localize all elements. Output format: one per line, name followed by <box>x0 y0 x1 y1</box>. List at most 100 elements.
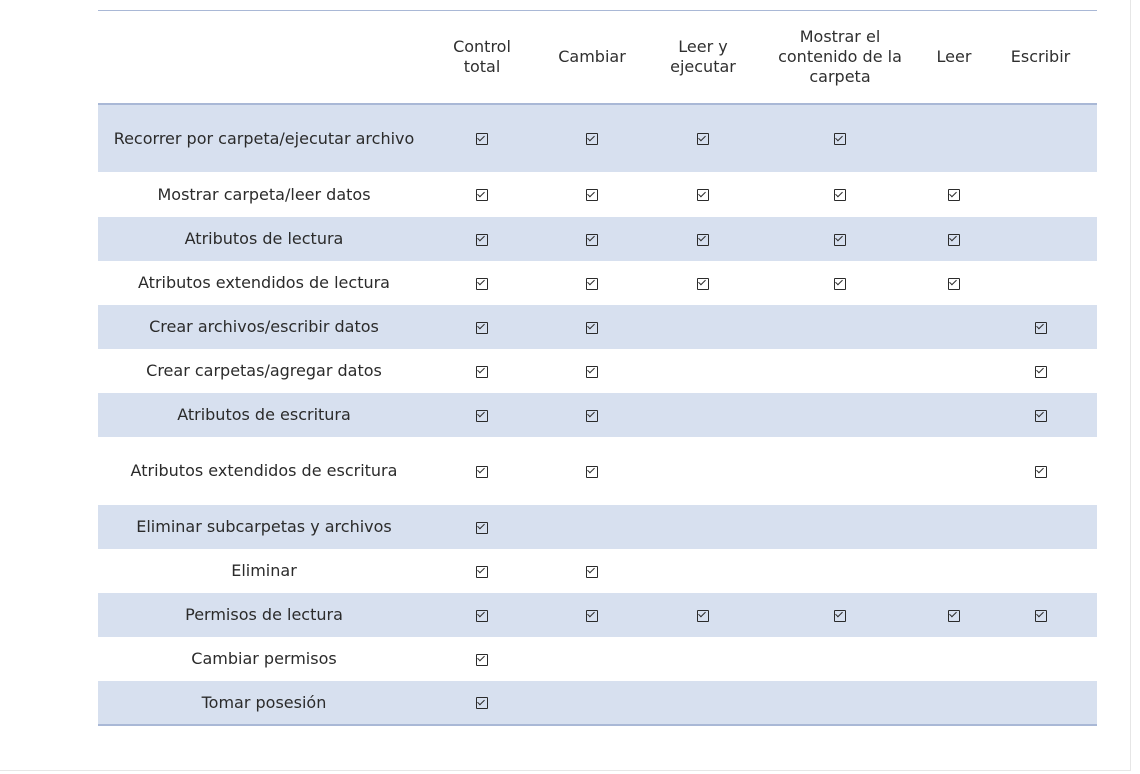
table-row: Atributos extendidos de lectura <box>98 261 1097 305</box>
table-row: Atributos de lectura <box>98 217 1097 261</box>
permission-cell <box>430 593 534 637</box>
table-row: Crear carpetas/agregar datos <box>98 349 1097 393</box>
permission-cell <box>756 172 924 217</box>
permission-cell <box>650 393 756 437</box>
permission-cell <box>534 681 650 726</box>
table-row: Eliminar <box>98 549 1097 593</box>
checked-box-icon <box>697 133 709 145</box>
permission-cell <box>534 104 650 172</box>
checked-box-icon <box>948 277 960 290</box>
permission-cell <box>984 104 1097 172</box>
checked-box-icon <box>834 133 846 145</box>
checked-box-icon <box>476 409 488 422</box>
permission-cell <box>430 172 534 217</box>
checked-box-icon <box>586 133 598 145</box>
permission-cell <box>756 305 924 349</box>
row-label: Eliminar <box>231 561 297 580</box>
checked-box-icon <box>586 365 598 378</box>
permission-cell <box>430 681 534 726</box>
column-header-control-total: Control total <box>430 10 534 105</box>
permission-cell <box>924 305 984 349</box>
column-header-escribir: Escribir <box>984 10 1097 105</box>
permission-cell <box>430 305 534 349</box>
permission-cell <box>650 261 756 305</box>
permission-cell <box>534 393 650 437</box>
table-row: Crear archivos/escribir datos <box>98 305 1097 349</box>
checked-box-icon <box>586 609 598 622</box>
permission-cell <box>650 637 756 681</box>
permission-cell <box>534 549 650 593</box>
permission-cell <box>756 217 924 261</box>
permission-cell <box>924 437 984 505</box>
permission-cell <box>756 261 924 305</box>
checked-box-icon <box>586 189 598 201</box>
permissions-table: Control total Cambiar Leer y ejecutar Mo… <box>98 10 1097 726</box>
checked-box-icon <box>476 321 488 334</box>
permission-cell <box>650 349 756 393</box>
table-row: Atributos de escritura <box>98 393 1097 437</box>
row-label: Atributos extendidos de escritura <box>130 461 398 480</box>
permission-cell <box>924 637 984 681</box>
permission-cell <box>756 681 924 726</box>
checked-box-icon <box>476 365 488 378</box>
row-label: Permisos de lectura <box>98 593 430 637</box>
permission-cell <box>534 217 650 261</box>
permission-cell <box>650 305 756 349</box>
row-label: Mostrar carpeta/leer datos <box>157 184 371 204</box>
permission-cell <box>984 172 1097 217</box>
permission-cell <box>984 681 1097 726</box>
permission-cell <box>756 104 924 172</box>
checked-box-icon <box>1034 409 1047 422</box>
column-header-mostrar-contenido: Mostrar el contenido de la carpeta <box>756 10 924 105</box>
permission-cell <box>650 437 756 505</box>
checked-box-icon <box>948 233 960 246</box>
checked-box-icon <box>476 697 488 709</box>
permission-cell <box>430 549 534 593</box>
table-row: Atributos extendidos de escritura <box>98 437 1097 505</box>
row-label: Recorrer por carpeta/ejecutar archivo <box>98 104 430 172</box>
row-label: Eliminar subcarpetas y archivos <box>98 505 430 549</box>
permission-cell <box>984 261 1097 305</box>
table-row: Cambiar permisos <box>98 637 1097 681</box>
permission-cell <box>650 681 756 726</box>
permission-cell <box>650 593 756 637</box>
permission-cell <box>534 437 650 505</box>
checked-box-icon <box>586 465 598 478</box>
permission-cell <box>984 637 1097 681</box>
permission-cell <box>756 637 924 681</box>
checked-box-icon <box>586 409 598 422</box>
permission-cell <box>430 104 534 172</box>
column-header-cambiar: Cambiar <box>534 10 650 105</box>
checked-box-icon <box>1034 365 1047 378</box>
checked-box-icon <box>697 277 709 290</box>
permission-cell <box>430 505 534 549</box>
permission-cell <box>756 505 924 549</box>
checked-box-icon <box>476 653 488 666</box>
checked-box-icon <box>834 609 846 622</box>
permission-cell <box>984 549 1097 593</box>
permission-cell <box>534 505 650 549</box>
permission-cell <box>924 549 984 593</box>
permission-cell <box>650 217 756 261</box>
permission-cell <box>534 637 650 681</box>
permission-cell <box>650 172 756 217</box>
permission-cell <box>984 349 1097 393</box>
checked-box-icon <box>586 277 598 290</box>
table-row: Mostrar carpeta/leer datos <box>98 172 1097 217</box>
row-label: Atributos de escritura <box>98 393 430 437</box>
checked-box-icon <box>1034 321 1047 334</box>
permission-cell <box>534 261 650 305</box>
permission-cell <box>534 305 650 349</box>
permission-cell <box>984 393 1097 437</box>
permission-cell <box>650 505 756 549</box>
permission-cell <box>924 104 984 172</box>
permission-cell <box>924 505 984 549</box>
table-row: Tomar posesión <box>98 681 1097 726</box>
column-header-leer-y-ejecutar: Leer y ejecutar <box>650 10 756 105</box>
permission-cell <box>924 393 984 437</box>
checked-box-icon <box>476 189 488 201</box>
permission-cell <box>756 393 924 437</box>
checked-box-icon <box>586 233 598 246</box>
permission-cell <box>430 261 534 305</box>
